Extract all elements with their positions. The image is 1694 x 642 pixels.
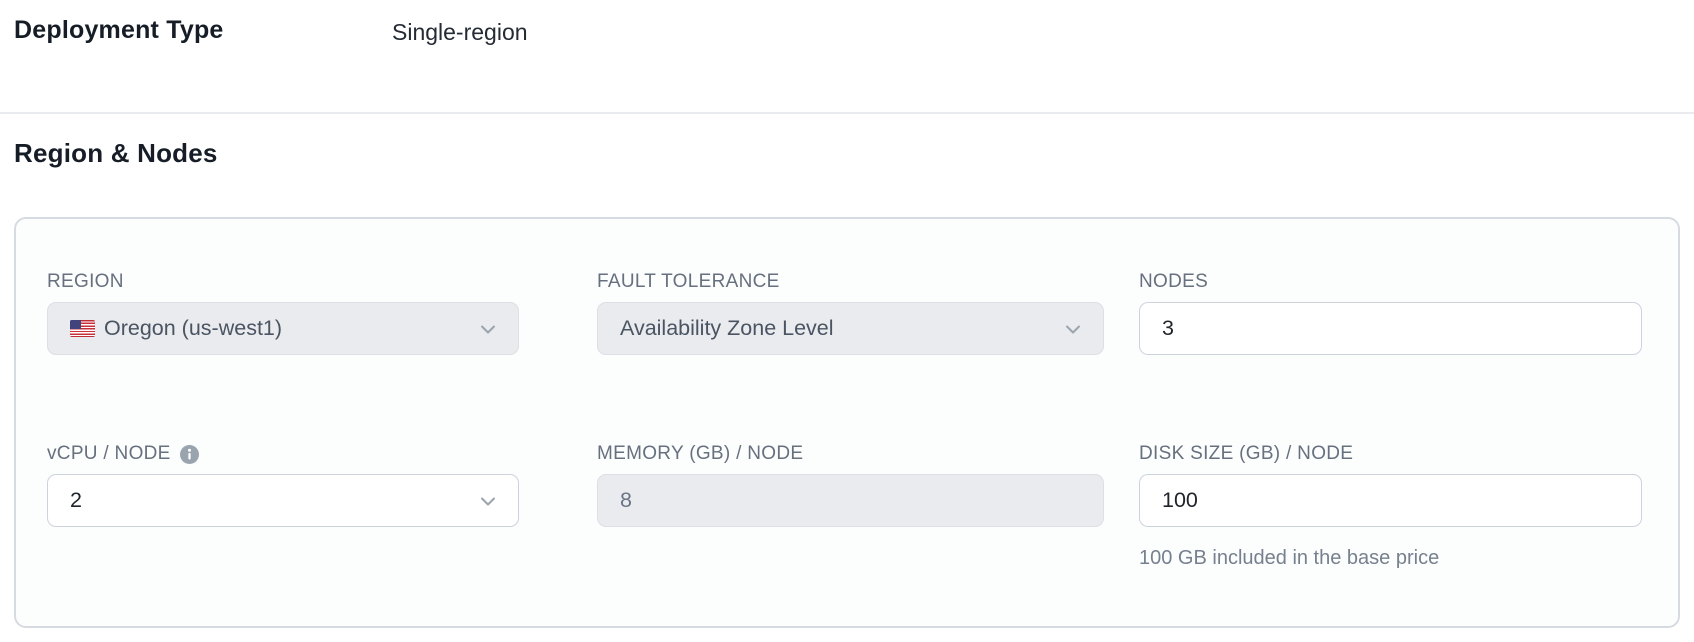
memory-label: MEMORY (GB) / NODE — [597, 443, 804, 464]
region-select-value: Oregon (us-west1) — [104, 316, 283, 340]
nodes-field-group: NODES — [1139, 271, 1642, 355]
region-nodes-card: REGION Oregon (us-west1) FAULT TOLERANCE… — [14, 217, 1680, 628]
memory-input — [597, 474, 1104, 527]
nodes-input[interactable] — [1139, 302, 1642, 355]
fault-tolerance-label: FAULT TOLERANCE — [597, 271, 780, 292]
disk-size-helper-text: 100 GB included in the base price — [1139, 547, 1440, 569]
section-divider — [0, 112, 1694, 114]
us-flag-icon — [70, 320, 95, 337]
fault-tolerance-field-group: FAULT TOLERANCE Availability Zone Level — [597, 271, 1104, 355]
page-title: Region & Nodes — [14, 138, 218, 168]
vcpu-select[interactable]: 2 — [47, 474, 519, 527]
region-select: Oregon (us-west1) — [47, 302, 519, 355]
disk-size-field-group: DISK SIZE (GB) / NODE 100 GB included in… — [1139, 443, 1642, 570]
info-icon[interactable] — [179, 444, 199, 464]
region-label: REGION — [47, 271, 124, 292]
chevron-down-icon — [476, 489, 500, 513]
region-field-group: REGION Oregon (us-west1) — [47, 271, 519, 355]
chevron-down-icon — [476, 317, 500, 341]
nodes-label: NODES — [1139, 271, 1209, 292]
memory-field-group: MEMORY (GB) / NODE — [597, 443, 1104, 527]
disk-size-label: DISK SIZE (GB) / NODE — [1139, 443, 1354, 464]
vcpu-label: vCPU / NODE — [47, 443, 171, 464]
deployment-type-label: Deployment Type — [14, 16, 224, 44]
vcpu-select-value: 2 — [70, 488, 82, 512]
disk-size-input[interactable] — [1139, 474, 1642, 527]
deployment-type-value: Single-region — [392, 19, 528, 45]
vcpu-field-group: vCPU / NODE 2 — [47, 443, 519, 527]
fault-tolerance-select-value: Availability Zone Level — [620, 316, 834, 340]
fault-tolerance-select: Availability Zone Level — [597, 302, 1104, 355]
chevron-down-icon — [1061, 317, 1085, 341]
